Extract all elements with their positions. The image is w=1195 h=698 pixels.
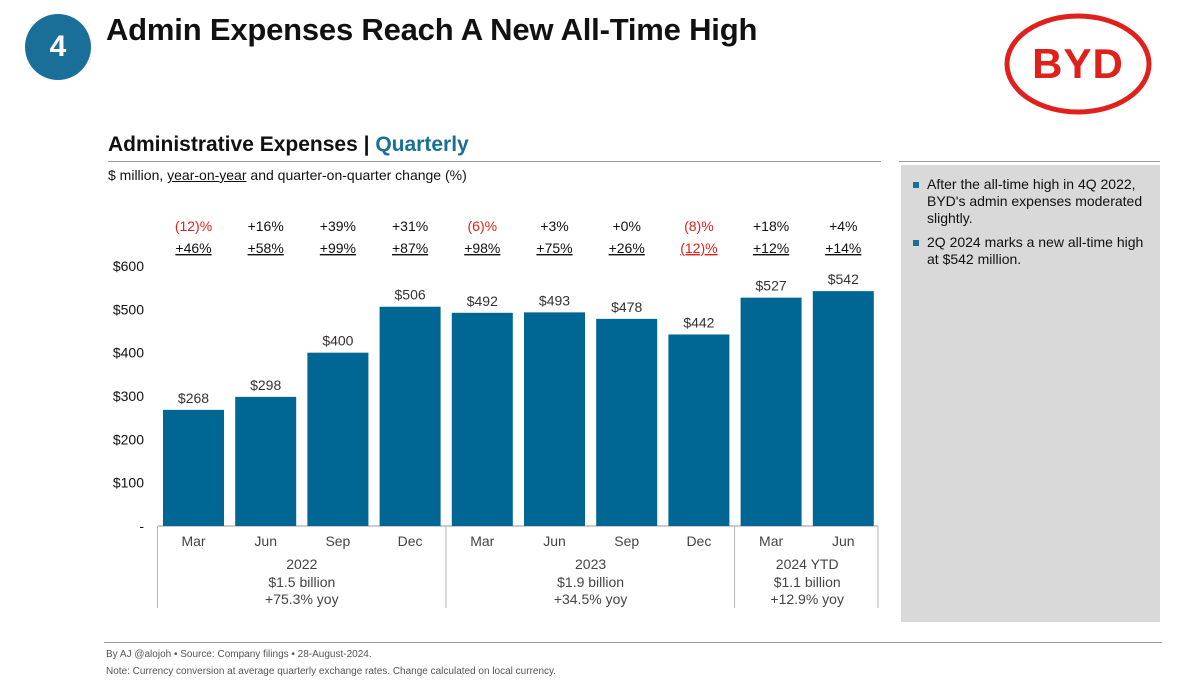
group-year-label: 2024 YTD [776,556,839,572]
commentary-item: 2Q 2024 marks a new all-time high at $54… [913,234,1154,268]
qoq-change-label: +3% [540,218,568,234]
footer-rule [104,642,1162,643]
bar [307,352,369,526]
group-total-label: $1.1 billion [774,574,841,590]
bar-value-label: $268 [178,390,209,406]
commentary-list: After the all-time high in 4Q 2022, BYD'… [901,165,1160,268]
commentary-item: After the all-time high in 4Q 2022, BYD'… [913,176,1154,227]
qoq-change-label: (8)% [684,218,714,234]
section-number-badge: 4 [25,14,91,80]
byd-logo: BYD [1004,13,1152,115]
bar-value-label: $400 [322,333,353,349]
chart-title-main: Administrative Expenses [108,133,358,156]
yoy-change-label: (12)% [680,240,717,256]
bar [379,306,441,526]
bar-value-label: $298 [250,377,281,393]
footer-note: Note: Currency conversion at average qua… [106,666,557,677]
bar-value-label: $542 [828,271,859,287]
x-category-label: Jun [254,533,277,549]
x-category-label: Mar [181,533,205,549]
yoy-change-label: +87% [392,240,428,256]
yoy-change-label: +46% [175,240,211,256]
bar-value-label: $506 [395,287,426,303]
y-tick-label: $100 [113,475,144,491]
subtitle-suffix: and quarter-on-quarter change (%) [246,167,467,183]
chart-subtitle: $ million, year-on-year and quarter-on-q… [108,167,467,183]
group-year-label: 2022 [286,556,317,572]
y-tick-label: $400 [113,345,144,361]
group-total-label: $1.5 billion [268,574,335,590]
bar [524,312,585,526]
x-category-label: Dec [398,533,423,549]
yoy-change-label: +58% [248,240,284,256]
x-category-label: Jun [543,533,566,549]
bar-value-label: $493 [539,292,570,308]
page-title: Admin Expenses Reach A New All-Time High [106,12,758,47]
bar-value-label: $527 [756,278,787,294]
bullet-square-icon [913,240,919,246]
bullet-square-icon [913,182,919,188]
qoq-change-label: +0% [612,218,640,234]
y-tick-label: $600 [113,258,144,274]
yoy-change-label: +75% [536,240,572,256]
logo-text: BYD [1032,40,1124,87]
group-year-label: 2023 [575,556,606,572]
bar [596,318,658,526]
chart-title-separator: | [363,133,370,156]
yoy-change-label: +12% [753,240,789,256]
bar [451,312,513,526]
chart-title: Administrative Expenses | Quarterly [108,133,469,157]
yoy-change-label: +26% [609,240,645,256]
qoq-change-label: +39% [320,218,356,234]
bar-value-label: $478 [611,299,642,315]
commentary-panel: After the all-time high in 4Q 2022, BYD'… [901,165,1160,622]
bar-value-label: $442 [683,314,714,330]
yoy-change-label: +99% [320,240,356,256]
bar [668,334,730,526]
bar [812,291,874,526]
qoq-change-label: (6)% [468,218,498,234]
y-tick-label: $200 [113,431,144,447]
yoy-change-label: +14% [825,240,861,256]
qoq-change-label: +4% [829,218,857,234]
x-category-label: Sep [614,533,639,549]
yoy-change-label: +98% [464,240,500,256]
y-tick-label: $300 [113,388,144,404]
qoq-change-label: (12)% [175,218,212,234]
qoq-change-label: +16% [248,218,284,234]
commentary-text: After the all-time high in 4Q 2022, BYD'… [927,176,1143,226]
y-tick-label: - [139,518,144,534]
x-category-label: Sep [325,533,350,549]
group-total-label: $1.9 billion [557,574,624,590]
bar [163,409,224,526]
y-tick-label: $500 [113,301,144,317]
commentary-text: 2Q 2024 marks a new all-time high at $54… [927,234,1144,267]
qoq-change-label: +18% [753,218,789,234]
footer-source: By AJ @alojoh • Source: Company filings … [106,649,372,660]
chart-title-rule [108,161,881,162]
bar-value-label: $492 [467,293,498,309]
bar [740,297,802,526]
qoq-change-label: +31% [392,218,428,234]
bar [235,396,297,526]
group-change-label: +34.5% yoy [554,591,628,607]
group-change-label: +75.3% yoy [265,591,339,607]
x-category-label: Jun [832,533,855,549]
x-category-label: Mar [759,533,783,549]
subtitle-yoy-link: year-on-year [167,167,247,183]
subtitle-prefix: $ million, [108,167,168,183]
x-category-label: Mar [470,533,494,549]
chart-title-accent: Quarterly [375,133,469,156]
group-change-label: +12.9% yoy [770,591,844,607]
sidebar-top-rule [899,161,1160,162]
x-category-label: Dec [686,533,711,549]
